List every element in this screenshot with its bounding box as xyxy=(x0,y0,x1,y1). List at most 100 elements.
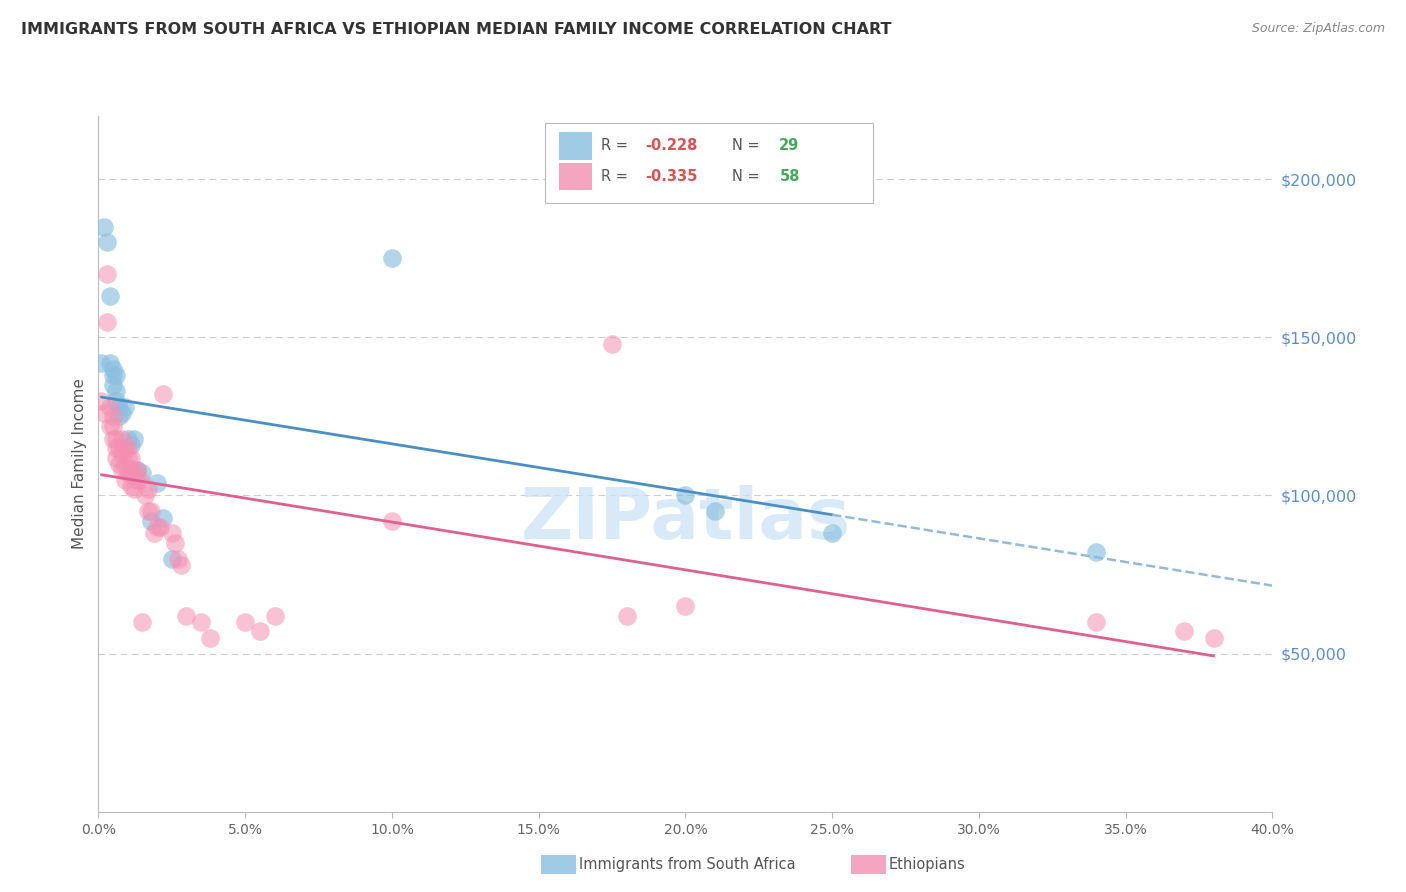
Point xyxy=(98,400,121,414)
Point xyxy=(96,314,118,328)
Point xyxy=(149,520,172,534)
Point xyxy=(152,510,174,524)
Point xyxy=(105,432,128,446)
Point xyxy=(131,467,153,481)
Point xyxy=(105,450,128,465)
Bar xyxy=(558,132,592,160)
Point xyxy=(117,450,139,465)
Point xyxy=(381,514,404,528)
Point xyxy=(93,406,115,420)
Point xyxy=(101,409,124,424)
Point xyxy=(1173,624,1195,639)
Point xyxy=(233,615,256,629)
Point xyxy=(108,441,131,455)
Text: Source: ZipAtlas.com: Source: ZipAtlas.com xyxy=(1251,22,1385,36)
Point xyxy=(120,450,142,465)
Point xyxy=(381,252,404,266)
Point xyxy=(675,599,697,614)
Point xyxy=(125,463,148,477)
Point xyxy=(136,504,159,518)
Point xyxy=(98,418,121,433)
Text: Immigrants from South Africa: Immigrants from South Africa xyxy=(579,857,796,871)
Point xyxy=(108,409,131,424)
Point xyxy=(120,438,142,452)
Point xyxy=(96,235,118,250)
Point xyxy=(128,473,150,487)
Y-axis label: Median Family Income: Median Family Income xyxy=(72,378,87,549)
Point xyxy=(105,441,128,455)
Point xyxy=(114,457,136,471)
Point xyxy=(105,368,128,383)
FancyBboxPatch shape xyxy=(544,123,873,203)
Point xyxy=(101,362,124,376)
Point xyxy=(114,441,136,455)
Point xyxy=(111,447,134,461)
Point xyxy=(160,551,183,566)
Text: R =: R = xyxy=(600,169,633,184)
Point xyxy=(108,400,131,414)
Point xyxy=(122,432,145,446)
Point xyxy=(125,463,148,477)
Text: -0.335: -0.335 xyxy=(645,169,697,184)
Point xyxy=(134,488,156,502)
Point xyxy=(117,463,139,477)
Point xyxy=(152,387,174,401)
Point xyxy=(146,520,169,534)
Point xyxy=(120,479,142,493)
Point xyxy=(114,400,136,414)
Point xyxy=(169,558,191,572)
Point xyxy=(1085,545,1108,559)
Point xyxy=(160,526,183,541)
Point xyxy=(198,631,221,645)
Point xyxy=(1202,631,1225,645)
Point xyxy=(141,504,163,518)
Point xyxy=(90,393,112,408)
Point xyxy=(146,475,169,490)
Point xyxy=(120,463,142,477)
Point xyxy=(93,219,115,234)
Point xyxy=(114,473,136,487)
Point xyxy=(105,393,128,408)
Point xyxy=(122,463,145,477)
Point xyxy=(117,441,139,455)
Point xyxy=(117,467,139,481)
Point xyxy=(703,504,725,518)
Text: Ethiopians: Ethiopians xyxy=(889,857,966,871)
Point xyxy=(1085,615,1108,629)
Point xyxy=(108,457,131,471)
Point xyxy=(101,418,124,433)
Point xyxy=(163,536,186,550)
Text: 58: 58 xyxy=(779,169,800,184)
Point xyxy=(101,377,124,392)
Point xyxy=(122,482,145,496)
Point xyxy=(131,615,153,629)
Point xyxy=(105,384,128,398)
Text: ZIPatlas: ZIPatlas xyxy=(520,485,851,554)
Point xyxy=(616,608,638,623)
Point xyxy=(166,551,188,566)
Point xyxy=(190,615,212,629)
Point xyxy=(101,432,124,446)
Point xyxy=(96,267,118,281)
Point xyxy=(111,432,134,446)
Point xyxy=(176,608,198,623)
Point xyxy=(117,432,139,446)
Point xyxy=(98,289,121,303)
Text: N =: N = xyxy=(733,138,765,153)
Point xyxy=(136,482,159,496)
Point xyxy=(98,356,121,370)
Point xyxy=(125,473,148,487)
Text: IMMIGRANTS FROM SOUTH AFRICA VS ETHIOPIAN MEDIAN FAMILY INCOME CORRELATION CHART: IMMIGRANTS FROM SOUTH AFRICA VS ETHIOPIA… xyxy=(21,22,891,37)
Text: -0.228: -0.228 xyxy=(645,138,697,153)
Point xyxy=(600,336,623,351)
Point xyxy=(141,514,163,528)
Point xyxy=(249,624,271,639)
Point xyxy=(675,488,697,502)
Point xyxy=(821,526,844,541)
Point xyxy=(263,608,285,623)
Point xyxy=(101,368,124,383)
Point xyxy=(111,463,134,477)
Text: N =: N = xyxy=(733,169,765,184)
Point xyxy=(111,406,134,420)
Point xyxy=(90,356,112,370)
